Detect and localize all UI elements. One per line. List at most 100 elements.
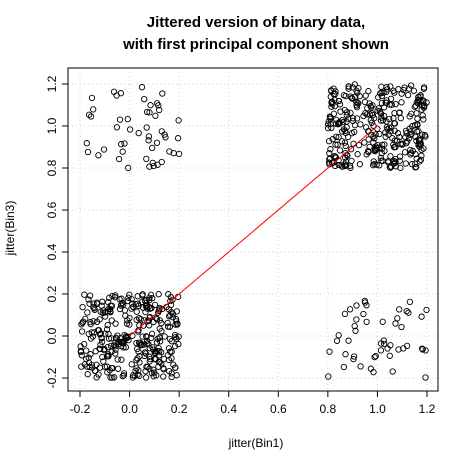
data-point-c2-7: [118, 141, 125, 148]
data-point-c2-35: [152, 112, 159, 119]
data-point-c1-164: [388, 101, 395, 108]
data-point-c1-129: [395, 86, 402, 93]
data-point-c0-236: [150, 366, 157, 373]
data-point-c1-169: [381, 147, 388, 155]
data-point-c1-186: [394, 130, 402, 137]
data-point-c1-312: [407, 82, 415, 89]
data-point-c2-49: [83, 140, 90, 147]
data-point-c1-205: [347, 146, 355, 153]
data-point-c1-157: [327, 114, 334, 121]
data-point-c1-240: [406, 134, 413, 142]
data-point-c0-195: [107, 342, 115, 350]
data-point-c0-324: [169, 310, 177, 317]
data-point-c0-310: [174, 321, 181, 328]
data-point-c1-180: [417, 136, 424, 144]
data-point-c2-6: [115, 155, 123, 163]
data-point-c1-7: [396, 133, 403, 141]
data-point-c0-234: [146, 296, 153, 304]
data-point-c0-291: [77, 348, 85, 356]
data-point-c3-48: [363, 302, 370, 309]
data-point-c1-308: [362, 124, 370, 131]
data-point-c1-34: [355, 141, 363, 149]
data-point-c0-279: [93, 361, 100, 368]
data-point-c0-59: [155, 291, 162, 298]
data-point-c2-25: [148, 144, 156, 152]
data-point-c1-185: [414, 115, 421, 122]
data-point-c1-277: [386, 101, 393, 108]
data-point-c1-329: [340, 126, 347, 133]
data-point-c1-305: [326, 150, 333, 157]
data-point-c1-216: [353, 104, 361, 111]
data-point-c3-37: [389, 368, 396, 375]
data-point-c3-2: [372, 352, 379, 360]
data-point-c1-145: [345, 83, 352, 90]
data-point-c0-163: [143, 363, 150, 370]
data-point-c0-181: [142, 368, 149, 375]
data-point-c2-8: [138, 84, 146, 91]
data-point-c1-121: [383, 88, 390, 95]
data-point-c1-290: [341, 162, 349, 170]
data-point-c0-298: [171, 364, 179, 371]
x-axis: -0.2 0.0 0.2 0.4 0.6 0.8 1.0 1.2: [70, 390, 436, 416]
data-point-c0-172: [139, 292, 146, 299]
data-point-c1-317: [378, 89, 385, 96]
data-point-c1-267: [412, 164, 419, 171]
data-point-c3-15: [394, 315, 401, 322]
data-point-c1-265: [387, 164, 394, 171]
data-point-c1-109: [365, 136, 372, 143]
data-point-c0-263: [108, 348, 115, 355]
data-point-c1-318: [407, 128, 414, 135]
data-point-c1-253: [418, 106, 425, 113]
data-point-c3-20: [381, 340, 388, 348]
data-point-c1-107: [342, 149, 349, 157]
data-point-c1-182: [387, 95, 395, 103]
data-point-c1-294: [328, 98, 336, 105]
data-point-c0-297: [168, 373, 175, 381]
data-point-c3-17: [380, 337, 387, 344]
data-point-c3-30: [371, 353, 378, 361]
data-point-c1-244: [378, 157, 385, 164]
data-point-c1-41: [332, 141, 339, 148]
data-point-c1-68: [341, 139, 349, 146]
data-point-c0-102: [135, 348, 142, 355]
data-point-c0-311: [122, 333, 130, 340]
data-point-c0-248: [129, 374, 137, 381]
data-point-c1-138: [419, 112, 426, 119]
data-point-c2-48: [113, 92, 120, 99]
data-point-c0-37: [78, 328, 86, 335]
data-point-c3-1: [360, 310, 367, 318]
data-point-c1-327: [355, 85, 362, 92]
x-tick-label-4: 0.6: [270, 402, 287, 416]
data-point-c1-166: [370, 158, 377, 165]
data-point-c2-31: [147, 102, 154, 109]
y-tick-label-1: 0.0: [45, 327, 59, 344]
data-point-c0-268: [91, 306, 98, 313]
data-point-c1-163: [376, 130, 383, 138]
x-tick-label-6: 1.0: [369, 402, 386, 416]
data-point-c1-148: [386, 124, 393, 131]
data-point-c0-40: [125, 294, 132, 301]
x-tick-label-2: 0.2: [171, 402, 188, 416]
data-point-c0-299: [142, 308, 149, 316]
data-point-c0-170: [120, 370, 128, 377]
data-point-c0-157: [109, 374, 116, 381]
data-point-c0-261: [139, 333, 146, 340]
y-tick-label-7: 1.2: [45, 75, 59, 92]
data-point-c2-22: [156, 106, 163, 114]
data-point-c0-307: [119, 299, 126, 307]
data-point-c1-328: [336, 119, 343, 126]
data-point-c2-1: [143, 155, 150, 163]
data-point-c1-302: [391, 120, 399, 127]
data-point-c0-290: [126, 314, 133, 322]
data-point-c2-40: [153, 139, 161, 146]
principal-component: [129, 125, 378, 337]
data-point-c2-37: [126, 126, 134, 133]
data-point-c1-313: [349, 95, 356, 102]
data-point-c0-282: [147, 355, 154, 363]
data-point-c3-9: [422, 347, 429, 354]
data-point-c1-98: [383, 97, 390, 104]
data-point-c1-112: [342, 158, 350, 165]
data-point-c3-49: [345, 337, 352, 344]
data-point-c3-45: [346, 306, 354, 313]
